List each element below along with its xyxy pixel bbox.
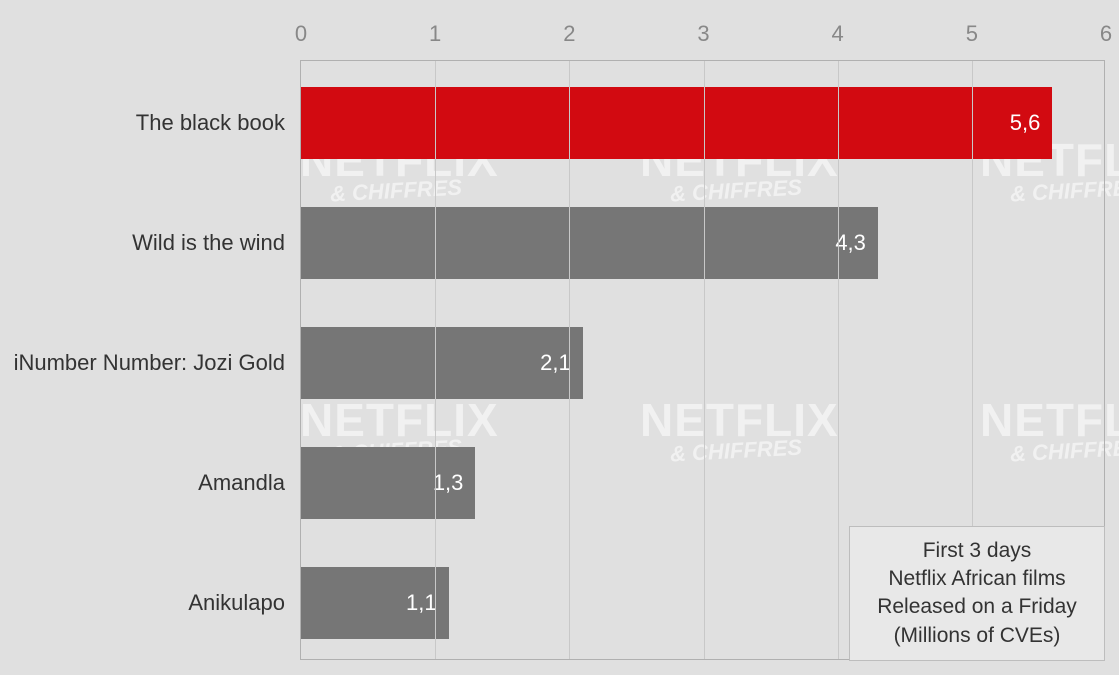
caption-line: Released on a Friday [870, 593, 1084, 621]
caption-line: Netflix African films [870, 565, 1084, 593]
x-tick-label: 5 [966, 21, 978, 47]
x-tick-label: 6 [1100, 21, 1112, 47]
caption-box: First 3 daysNetflix African filmsRelease… [849, 526, 1105, 661]
bar-row: Amandla1,3 [301, 447, 1104, 519]
x-tick-label: 1 [429, 21, 441, 47]
gridline [569, 61, 570, 659]
bar-row: The black book5,6 [301, 87, 1104, 159]
bar-rect: 1,3 [301, 447, 475, 519]
y-category-label: iNumber Number: Jozi Gold [14, 350, 301, 376]
bar-row: Wild is the wind4,3 [301, 207, 1104, 279]
bar-rect: 2,1 [301, 327, 583, 399]
x-tick-label: 0 [295, 21, 307, 47]
y-category-label: Amandla [198, 470, 301, 496]
bar-value-label: 4,3 [835, 230, 866, 256]
x-tick-label: 2 [563, 21, 575, 47]
bar-rect: 5,6 [301, 87, 1052, 159]
bar-value-label: 5,6 [1010, 110, 1041, 136]
x-tick-label: 4 [832, 21, 844, 47]
y-category-label: The black book [136, 110, 301, 136]
bar-rect: 4,3 [301, 207, 878, 279]
bar-rect: 1,1 [301, 567, 449, 639]
bar-value-label: 1,3 [433, 470, 464, 496]
y-category-label: Anikulapo [188, 590, 301, 616]
x-tick-label: 3 [697, 21, 709, 47]
y-category-label: Wild is the wind [132, 230, 301, 256]
caption-line: (Millions of CVEs) [870, 622, 1084, 650]
caption-line: First 3 days [870, 537, 1084, 565]
gridline [435, 61, 436, 659]
gridline [838, 61, 839, 659]
bar-value-label: 1,1 [406, 590, 437, 616]
chart-container: NETFLIX& CHIFFRESNETFLIX& CHIFFRESNETFLI… [0, 0, 1119, 675]
x-axis-top: 0123456 [301, 21, 1104, 61]
bar-value-label: 2,1 [540, 350, 571, 376]
bar-row: iNumber Number: Jozi Gold2,1 [301, 327, 1104, 399]
gridline [704, 61, 705, 659]
